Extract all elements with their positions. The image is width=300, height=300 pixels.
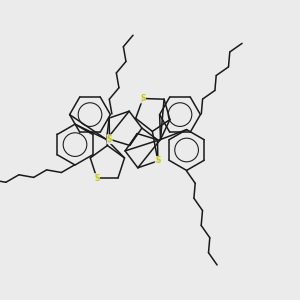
Text: S: S: [94, 174, 100, 183]
Text: S: S: [107, 135, 112, 144]
Text: S: S: [155, 156, 160, 165]
Text: S: S: [140, 94, 145, 103]
